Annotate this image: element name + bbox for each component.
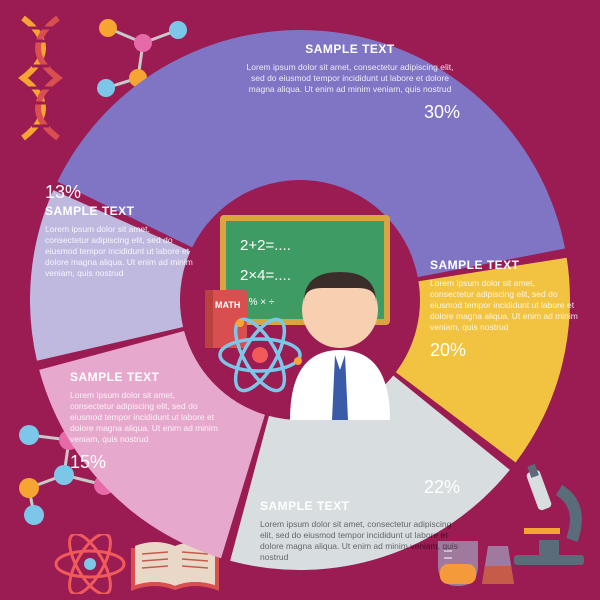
label-pink: SAMPLE TEXT Lorem ipsum dolor sit amet, c… [70, 370, 220, 474]
pct-yellow: 20% [430, 339, 580, 362]
board-line-2: 2×4=.... [240, 267, 291, 284]
body-yellow: Lorem ipsum dolor sit amet, consectetur … [430, 278, 580, 333]
title-purple: SAMPLE TEXT [240, 42, 460, 58]
title-grey: SAMPLE TEXT [260, 499, 460, 515]
body-lilac: Lorem ipsum dolor sit amet, consectetur … [45, 224, 195, 279]
label-lilac: 13%SAMPLE TEXT Lorem ipsum dolor sit amet… [45, 175, 195, 279]
label-grey: 22%SAMPLE TEXT Lorem ipsum dolor sit amet… [260, 470, 460, 563]
pct-pink: 15% [70, 451, 220, 474]
board-line-1: 2+2=.... [240, 237, 291, 254]
pct-grey: 22% [260, 476, 460, 499]
title-lilac: SAMPLE TEXT [45, 204, 195, 220]
pct-purple: 30% [240, 101, 460, 124]
pct-lilac: 13% [45, 181, 195, 204]
label-purple: SAMPLE TEXT Lorem ipsum dolor sit amet, c… [240, 42, 460, 124]
title-yellow: SAMPLE TEXT [430, 258, 580, 274]
infographic-canvas: 2+2=.... 2×4=.... + % × ÷ MATH [0, 0, 600, 600]
label-yellow: SAMPLE TEXT Lorem ipsum dolor sit amet, c… [430, 258, 580, 362]
teacher-icon [290, 272, 390, 420]
title-pink: SAMPLE TEXT [70, 370, 220, 386]
body-purple: Lorem ipsum dolor sit amet, consectetur … [240, 62, 460, 95]
body-grey: Lorem ipsum dolor sit amet, consectetur … [260, 519, 460, 563]
body-pink: Lorem ipsum dolor sit amet, consectetur … [70, 390, 220, 445]
book-label: MATH [215, 300, 240, 310]
